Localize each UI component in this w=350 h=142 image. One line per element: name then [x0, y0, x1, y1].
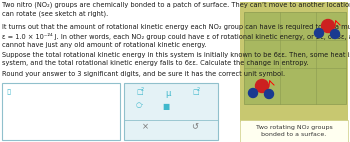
Text: ■: ■	[162, 102, 169, 111]
Text: Two rotating NO₂ groups
bonded to a surface.: Two rotating NO₂ groups bonded to a surf…	[256, 125, 332, 137]
Text: ▯: ▯	[6, 87, 10, 96]
Text: Suppose the total rotational kinetic energy in this system is initially known to: Suppose the total rotational kinetic ene…	[2, 52, 350, 66]
Text: □: □	[192, 89, 199, 95]
FancyBboxPatch shape	[2, 83, 120, 140]
Text: ε = 1.0 × 10⁻²⁴ J. In other words, each NO₂ group could have ε of rotational kin: ε = 1.0 × 10⁻²⁴ J. In other words, each …	[2, 33, 350, 48]
Text: ↺: ↺	[191, 122, 198, 131]
Text: It turns out that the amount of rotational kinetic energy each NO₂ group can hav: It turns out that the amount of rotation…	[2, 24, 350, 30]
Bar	[240, 2, 348, 122]
Text: 2: 2	[197, 87, 200, 92]
Circle shape	[256, 80, 268, 92]
Polygon shape	[244, 12, 346, 104]
Circle shape	[315, 29, 323, 37]
Text: ○·: ○·	[136, 102, 144, 108]
Text: Round your answer to 3 significant digits, and be sure it has the correct unit s: Round your answer to 3 significant digit…	[2, 71, 285, 77]
Text: Two nitro (NO₂) groups are chemically bonded to a patch of surface. They can’t m: Two nitro (NO₂) groups are chemically bo…	[2, 2, 350, 17]
FancyBboxPatch shape	[124, 83, 218, 140]
Bar	[240, 120, 348, 142]
Circle shape	[322, 19, 335, 33]
Circle shape	[330, 30, 340, 38]
Text: □: □	[136, 89, 143, 95]
Text: 2: 2	[141, 87, 144, 92]
Text: ×: ×	[141, 122, 148, 131]
Text: μ: μ	[165, 89, 171, 98]
Circle shape	[248, 88, 258, 98]
Circle shape	[265, 89, 273, 99]
